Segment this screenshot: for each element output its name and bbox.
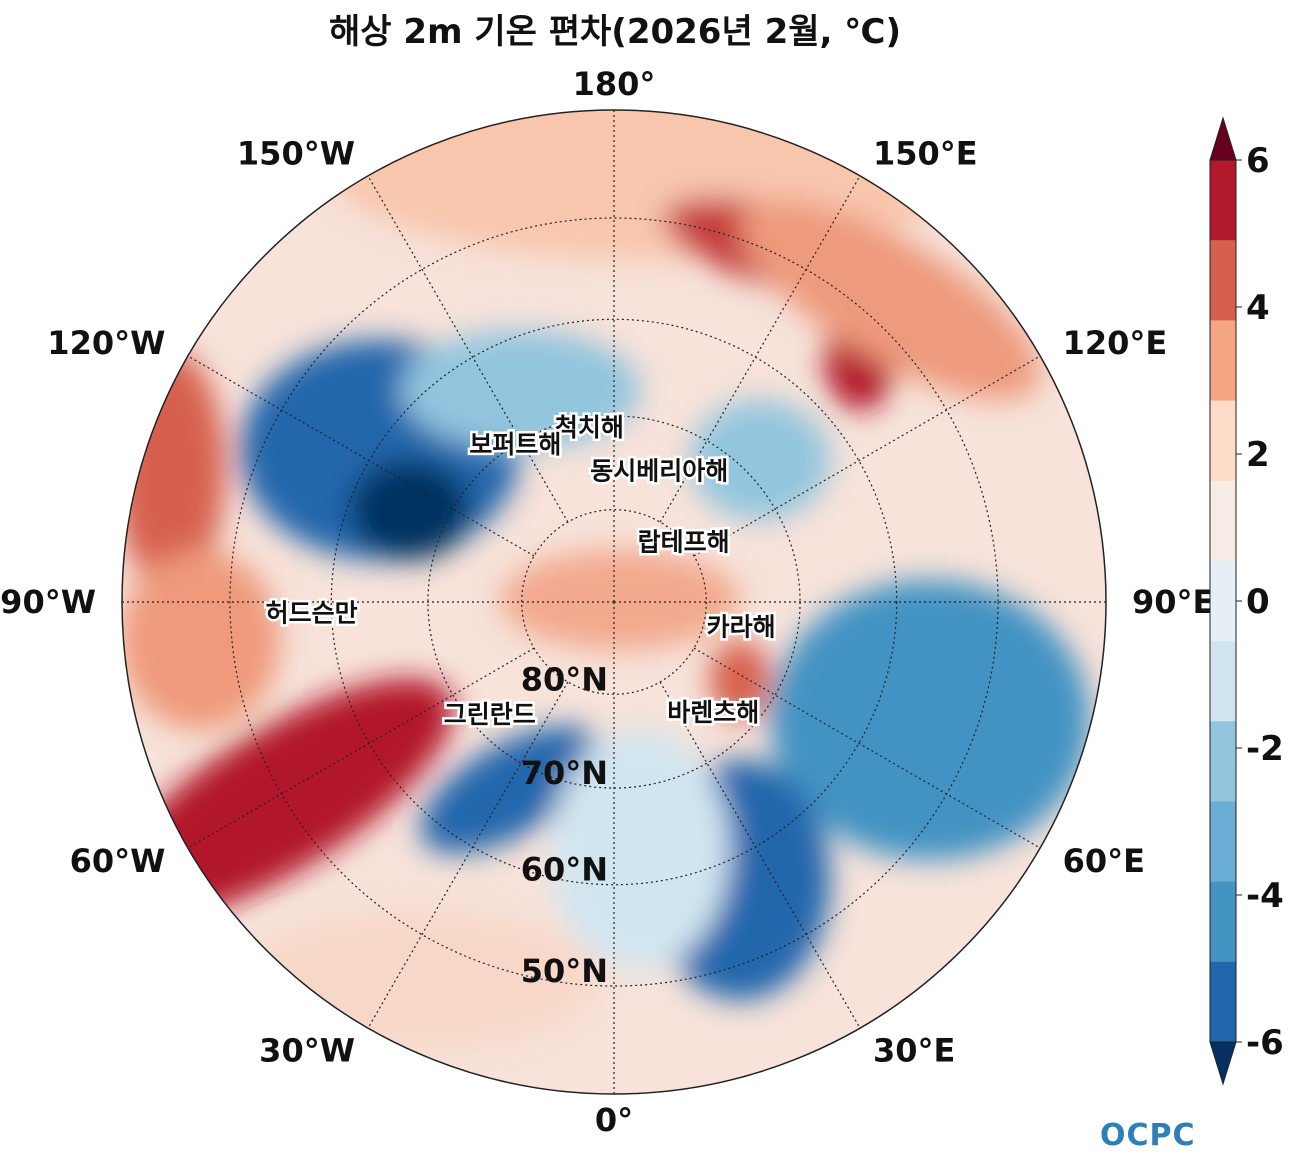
sea-label: 동시베리아해 — [590, 457, 728, 486]
colorbar — [1209, 116, 1237, 1086]
colorbar-segment — [1210, 641, 1236, 722]
warm-anomaly-arctic-center — [500, 550, 740, 650]
latitude-circle-60 — [330, 318, 898, 886]
longitude-labels: 180° 150°E 120°E 90°E 60°E 30°E 0° 30°W 60°W 90°W… — [0, 65, 1214, 1139]
cold-anomaly-west-siberia — [770, 580, 1090, 860]
lon-label: 60°E — [1063, 842, 1145, 880]
meridian-120 — [693, 355, 1041, 557]
meridian-210 — [367, 175, 569, 523]
lon-label: 60°W — [70, 842, 166, 880]
lon-label: 30°W — [259, 1032, 355, 1070]
lon-label: 90°E — [1132, 583, 1214, 621]
meridian-150 — [659, 175, 861, 523]
colorbar-tick-label: -2 — [1246, 729, 1284, 769]
latitude-circle-50 — [229, 217, 999, 987]
ocpc-logo: OCPC — [1100, 1118, 1196, 1153]
meridian-240 — [187, 355, 535, 557]
sea-label: 보퍼트해 — [469, 430, 561, 459]
colorbar-segment — [1210, 560, 1236, 642]
graticule — [122, 110, 1106, 1094]
lon-label: 90°W — [0, 583, 96, 621]
cold-anomaly-beaufort — [400, 330, 640, 450]
colorbar-tick-label: 2 — [1246, 435, 1270, 475]
colorbar-tick-label: 4 — [1246, 288, 1270, 328]
colorbar-labels: 6 4 2 0 -2 -4 -6 — [1236, 141, 1284, 1063]
cold-anomaly-laptev — [690, 400, 830, 520]
lat-label: 70°N — [521, 754, 608, 792]
cold-anomaly-norwegian-sea — [550, 730, 730, 970]
sea-label: 바렌츠해 — [667, 698, 759, 727]
sea-label: 카라해 — [707, 613, 776, 642]
sea-label: 그린란드 — [444, 700, 536, 729]
warm-anomaly-kara — [710, 640, 770, 720]
colorbar-segment — [1210, 400, 1236, 482]
lon-label: 120°W — [47, 324, 165, 362]
colorbar-segment — [1210, 480, 1236, 562]
lat-label: 60°N — [521, 851, 608, 889]
cold-anomaly-greenland — [420, 726, 600, 854]
colorbar-extend-top — [1209, 116, 1237, 161]
colorbar-segment — [1210, 240, 1236, 321]
map-boundary — [121, 109, 1107, 1095]
warm-anomaly-northeast-asia — [739, 200, 1041, 400]
colorbar-tick-label: 0 — [1246, 582, 1270, 622]
lat-label: 50°N — [521, 952, 608, 990]
colorbar-tick-label: -6 — [1246, 1023, 1284, 1063]
meridian-60 — [693, 647, 1041, 849]
lon-label: 0° — [595, 1101, 633, 1139]
lon-label: 30°E — [873, 1032, 955, 1070]
colorbar-extend-bottom — [1209, 1041, 1237, 1086]
map-title: 해상 2m 기온 편차(2026년 2월, ℃) — [329, 12, 901, 52]
latitude-circle-80 — [521, 509, 707, 695]
lon-label: 150°E — [873, 134, 978, 172]
colorbar-segment — [1210, 721, 1236, 802]
colorbar-segment — [1210, 320, 1236, 402]
lon-label: 120°E — [1063, 324, 1168, 362]
colorbar-segment — [1210, 881, 1236, 963]
meridian-30 — [659, 681, 861, 1029]
warm-anomaly-hudson — [122, 550, 280, 730]
anomaly-field — [122, 110, 1106, 1094]
meridian-330 — [367, 681, 569, 1029]
sea-label: 척치해 — [555, 413, 624, 442]
meridian-300 — [187, 647, 535, 849]
lon-label: 180° — [573, 65, 656, 103]
latitude-labels: 80°N 70°N 60°N 50°N — [521, 660, 608, 990]
lon-label: 150°W — [237, 134, 355, 172]
lat-label: 80°N — [521, 660, 608, 698]
sea-label: 허드슨만 — [266, 599, 358, 628]
colorbar-segment — [1210, 961, 1236, 1043]
colorbar-segment — [1210, 801, 1236, 883]
sea-label: 랍테프해 — [638, 527, 730, 556]
colorbar-tick-label: -4 — [1246, 876, 1284, 916]
colorbar-segment — [1210, 160, 1236, 241]
cold-anomaly-archipelago — [350, 460, 470, 560]
colorbar-tick-label: 6 — [1246, 141, 1270, 181]
